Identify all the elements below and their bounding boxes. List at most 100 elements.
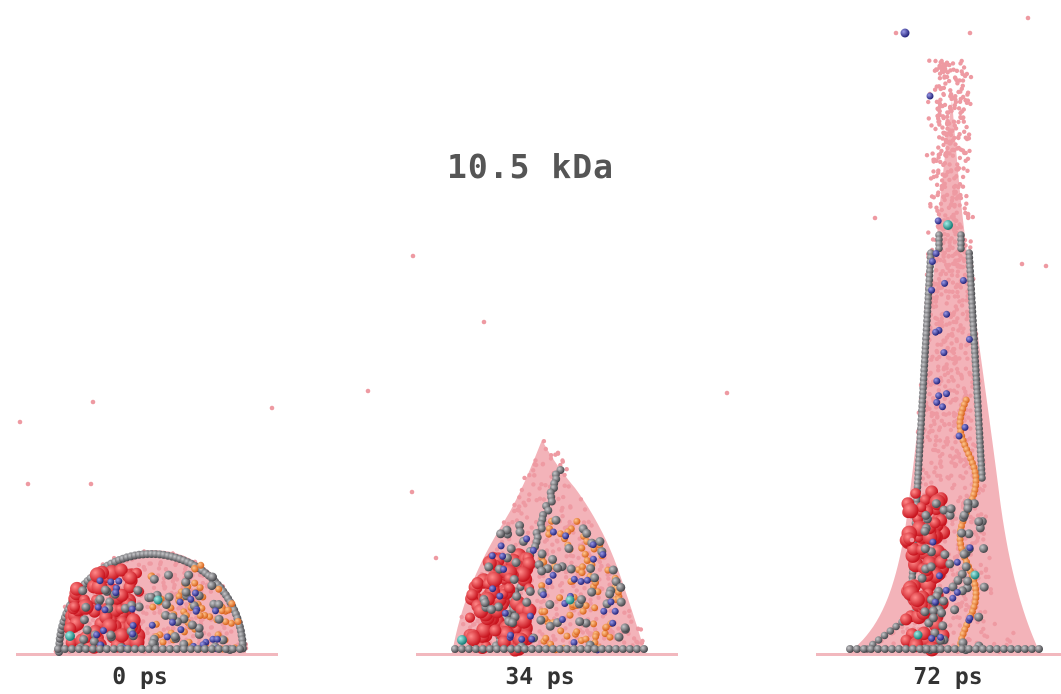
water-molecule bbox=[962, 150, 967, 156]
water-molecule bbox=[949, 460, 954, 465]
water-molecule bbox=[958, 110, 963, 116]
substrate-bead bbox=[124, 645, 132, 653]
water-molecule bbox=[949, 567, 955, 573]
water-molecule bbox=[968, 393, 973, 398]
jet-72ps bbox=[846, 28, 1043, 657]
water-molecule bbox=[527, 473, 532, 478]
water-molecule bbox=[943, 364, 949, 369]
water-molecule bbox=[955, 370, 961, 375]
water-molecule bbox=[87, 621, 92, 626]
substrate-bead bbox=[619, 645, 627, 653]
water-molecule bbox=[927, 391, 932, 397]
water-molecule bbox=[724, 390, 730, 396]
water-molecule bbox=[981, 537, 986, 542]
water-molecule bbox=[952, 239, 957, 244]
substrate-bead bbox=[152, 645, 160, 653]
water-molecule bbox=[936, 388, 941, 393]
water-molecule bbox=[516, 508, 521, 513]
water-molecule bbox=[967, 372, 973, 377]
protein-atom bbox=[488, 552, 496, 560]
protein-atom bbox=[191, 589, 199, 597]
water-molecule bbox=[978, 562, 983, 568]
water-molecule bbox=[954, 396, 959, 402]
protein-atom bbox=[464, 612, 476, 623]
protein-atom bbox=[920, 544, 930, 554]
water-molecule bbox=[940, 114, 946, 119]
water-molecule bbox=[942, 396, 947, 402]
water-molecule bbox=[955, 146, 960, 151]
protein-atom bbox=[934, 217, 942, 225]
water-molecule bbox=[940, 136, 945, 141]
water-molecule bbox=[941, 130, 946, 135]
substrate-bead bbox=[103, 645, 111, 653]
protein-atom bbox=[164, 570, 173, 580]
substrate-bead bbox=[591, 645, 599, 653]
water-molecule bbox=[467, 625, 473, 630]
protein-atom bbox=[63, 622, 77, 635]
protein-atom bbox=[939, 403, 946, 411]
water-molecule bbox=[947, 453, 953, 459]
substrate-bead bbox=[479, 645, 487, 653]
protein-atom bbox=[943, 390, 950, 398]
substrate-bead bbox=[1021, 645, 1029, 653]
water-molecule bbox=[958, 195, 964, 201]
water-molecule bbox=[951, 388, 957, 393]
substrate-bead bbox=[853, 645, 861, 653]
water-molecule bbox=[950, 195, 955, 200]
water-molecule bbox=[954, 174, 959, 179]
water-molecule bbox=[957, 203, 962, 208]
substrate-bead bbox=[846, 645, 854, 653]
water-molecule bbox=[525, 530, 531, 535]
substrate-bead bbox=[465, 645, 473, 653]
substrate-bead bbox=[472, 645, 480, 653]
water-molecule bbox=[936, 170, 941, 175]
water-molecule bbox=[937, 112, 942, 117]
substrate-bead bbox=[61, 645, 69, 653]
water-molecule bbox=[964, 309, 970, 314]
water-molecule bbox=[957, 623, 963, 628]
water-molecule bbox=[561, 494, 566, 500]
water-molecule bbox=[953, 319, 959, 324]
protein-atom bbox=[194, 629, 204, 639]
protein-atom bbox=[570, 639, 578, 646]
protein-atom bbox=[191, 565, 199, 573]
water-molecule bbox=[960, 265, 965, 270]
water-molecule bbox=[931, 174, 936, 180]
water-molecule bbox=[208, 589, 214, 594]
water-molecule bbox=[946, 78, 952, 84]
water-molecule bbox=[459, 614, 464, 620]
water-molecule bbox=[954, 366, 960, 372]
water-molecule bbox=[939, 418, 944, 423]
substrate-bead bbox=[1035, 645, 1043, 653]
protein-atom bbox=[213, 635, 221, 643]
water-molecule bbox=[952, 482, 957, 487]
water-molecule bbox=[964, 71, 970, 77]
protein-atom bbox=[545, 621, 555, 631]
water-molecule bbox=[937, 473, 943, 479]
protein-atom bbox=[573, 628, 581, 636]
protein-atom bbox=[94, 603, 102, 611]
substrate-bead bbox=[923, 645, 931, 653]
water-molecule bbox=[928, 423, 933, 429]
water-molecule bbox=[979, 512, 984, 517]
water-molecule bbox=[955, 81, 960, 86]
water-molecule bbox=[968, 101, 973, 107]
water-molecule bbox=[566, 484, 571, 489]
water-molecule bbox=[582, 507, 588, 512]
water-molecule bbox=[606, 576, 611, 581]
water-molecule bbox=[1043, 263, 1049, 269]
protein-atom bbox=[590, 620, 598, 628]
protein-atom bbox=[589, 541, 597, 549]
water-molecule bbox=[992, 621, 997, 627]
water-molecule bbox=[954, 196, 959, 201]
protein-atom bbox=[933, 377, 941, 385]
protein-atom bbox=[177, 626, 185, 634]
water-molecule bbox=[928, 428, 934, 433]
water-molecule bbox=[937, 438, 943, 443]
water-molecule bbox=[970, 214, 975, 220]
water-molecule bbox=[926, 116, 931, 121]
substrate-bead bbox=[110, 645, 118, 653]
protein-atom bbox=[900, 634, 913, 647]
water-molecule bbox=[943, 137, 949, 143]
